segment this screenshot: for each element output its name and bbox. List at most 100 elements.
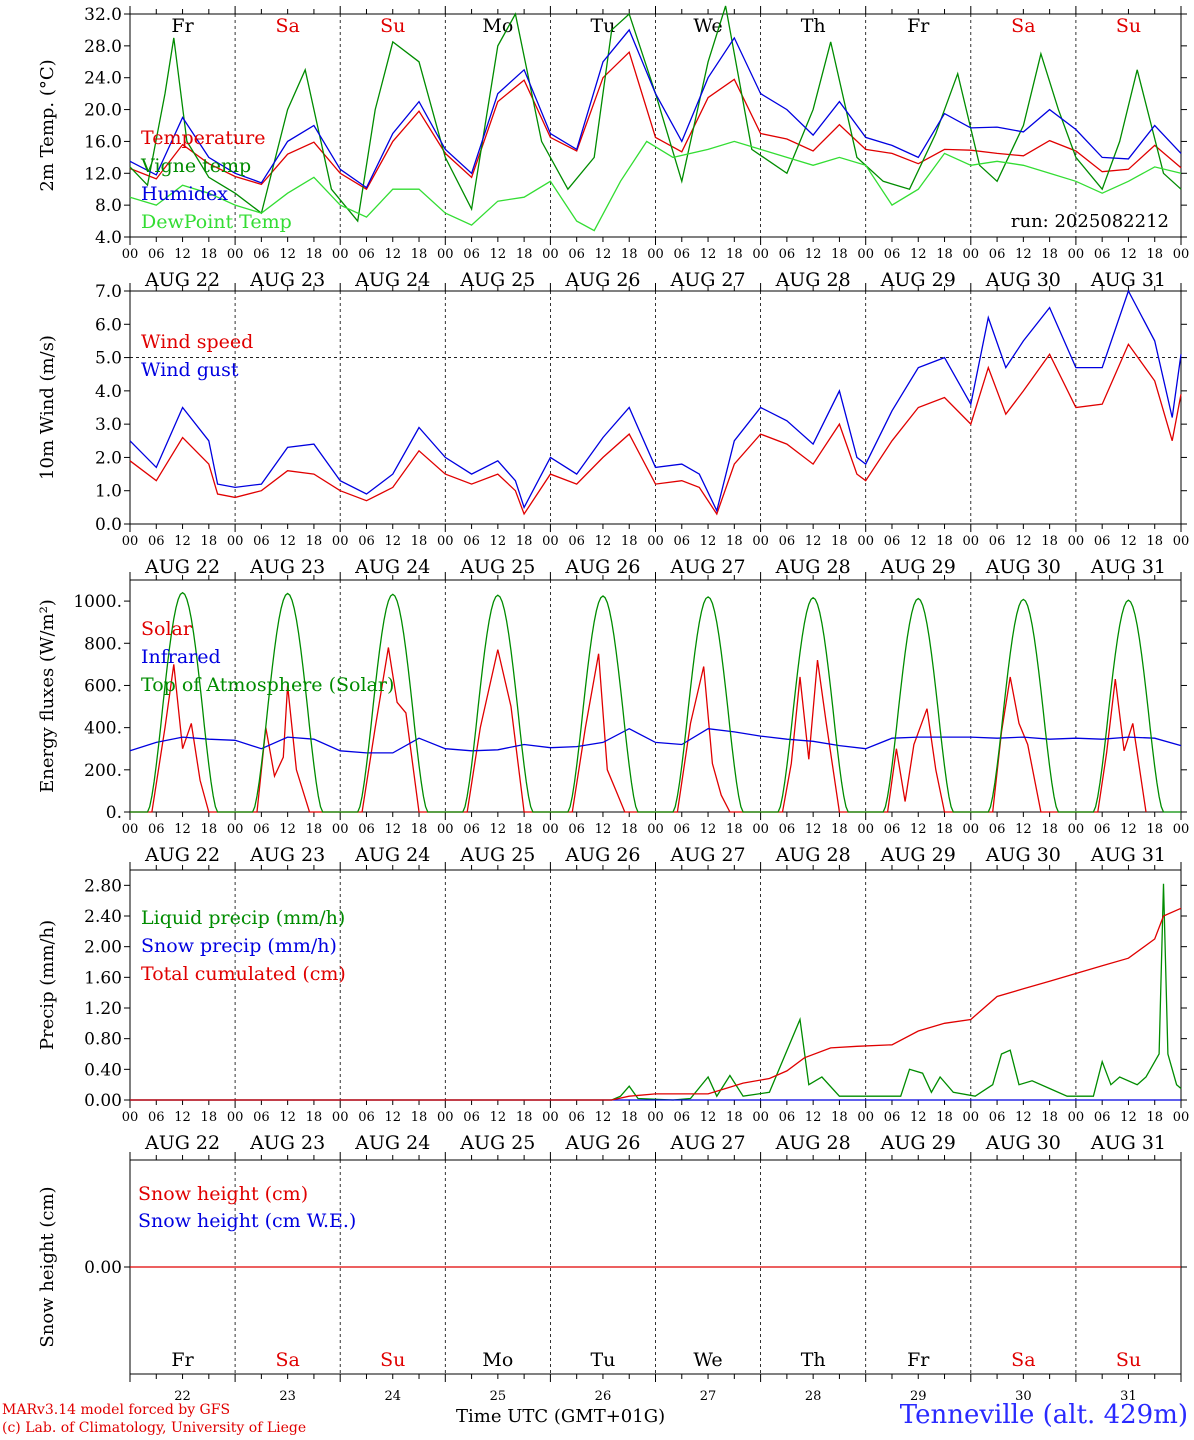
legend-entry: DewPoint Temp xyxy=(141,211,292,233)
x-hour-label: 12 xyxy=(174,247,191,262)
x-hour-label: 12 xyxy=(910,1110,927,1125)
x-date-label: AUG 26 xyxy=(564,844,640,866)
legend-entry: Wind gust xyxy=(141,359,239,381)
x-date-label: AUG 25 xyxy=(459,844,535,866)
x-day-number: 25 xyxy=(490,1389,507,1404)
y-tick-label: 200. xyxy=(84,761,122,781)
y-tick-label: 2.0 xyxy=(95,448,122,468)
x-hour-label: 12 xyxy=(595,247,612,262)
x-date-label: AUG 30 xyxy=(985,844,1061,866)
legend-entry: Snow height (cm) xyxy=(138,1183,308,1205)
x-hour-label: 06 xyxy=(148,822,165,837)
weekday-label: Tu xyxy=(590,15,615,37)
x-hour-label: 18 xyxy=(516,822,533,837)
x-hour-label: 00 xyxy=(437,1110,454,1125)
x-date-label: AUG 28 xyxy=(775,556,851,578)
x-hour-label: 00 xyxy=(857,1110,874,1125)
x-date-label: AUG 26 xyxy=(564,556,640,578)
x-hour-label: 00 xyxy=(647,1110,664,1125)
x-hour-label: 18 xyxy=(201,534,218,549)
x-hour-label: 12 xyxy=(1120,822,1137,837)
x-hour-label: 18 xyxy=(1146,534,1163,549)
x-hour-label: 06 xyxy=(148,1110,165,1125)
x-hour-label: 00 xyxy=(542,1110,559,1125)
credit-model: MARv3.14 model forced by GFS xyxy=(2,1402,231,1418)
x-hour-label: 00 xyxy=(1173,1110,1190,1125)
x-date-label: AUG 30 xyxy=(985,1132,1061,1154)
y-axis-label: Precip (mm/h) xyxy=(37,920,58,1050)
legend-entry: Temperature xyxy=(141,127,265,149)
y-tick-label: 2.00 xyxy=(84,938,122,958)
y-axis-label: Snow height (cm) xyxy=(37,1186,58,1347)
x-hour-label: 06 xyxy=(358,822,375,837)
x-hour-label: 06 xyxy=(989,247,1006,262)
x-hour-label: 18 xyxy=(1041,247,1058,262)
series-line-dewpoint-temp xyxy=(129,140,1182,232)
x-hour-label: 06 xyxy=(463,1110,480,1125)
x-hour-label: 12 xyxy=(1015,534,1032,549)
series-line-wind-gust xyxy=(129,289,1182,513)
x-date-label: AUG 28 xyxy=(775,844,851,866)
x-hour-label: 06 xyxy=(779,822,796,837)
x-hour-label: 06 xyxy=(253,822,270,837)
weekday-label: Fr xyxy=(171,15,194,37)
x-hour-label: 06 xyxy=(568,534,585,549)
y-axis-label: Energy fluxes (W/m²) xyxy=(37,599,58,793)
x-date-label: AUG 22 xyxy=(144,844,220,866)
x-hour-label: 00 xyxy=(963,822,980,837)
x-hour-label: 18 xyxy=(201,822,218,837)
x-hour-label: 18 xyxy=(831,822,848,837)
x-hour-label: 12 xyxy=(1120,534,1137,549)
y-tick-label: 4.0 xyxy=(95,382,122,402)
weekday-label: Sa xyxy=(1011,15,1035,37)
y-tick-label: 20.0 xyxy=(84,101,122,121)
legend-entry: Humidex xyxy=(141,183,228,205)
y-tick-label: 7.0 xyxy=(95,282,122,302)
legend-entry: Snow precip (mm/h) xyxy=(141,935,337,957)
legend-entry: Top of Atmosphere (Solar) xyxy=(141,674,394,696)
y-tick-label: 28.0 xyxy=(84,37,122,57)
x-hour-label: 12 xyxy=(595,534,612,549)
x-hour-label: 00 xyxy=(437,247,454,262)
weekday-label: Su xyxy=(380,1349,405,1371)
x-hour-label: 06 xyxy=(568,822,585,837)
x-hour-label: 06 xyxy=(253,247,270,262)
legend-entry: Liquid precip (mm/h) xyxy=(141,907,345,929)
y-tick-label: 12.0 xyxy=(84,164,122,184)
weekday-label: Tu xyxy=(590,1349,615,1371)
weekday-label: Sa xyxy=(1011,1349,1035,1371)
x-date-label: AUG 22 xyxy=(144,556,220,578)
x-day-number: 30 xyxy=(1015,1389,1032,1404)
y-axis-label: 2m Temp. (°C) xyxy=(37,59,58,191)
weekday-label: Th xyxy=(801,15,826,37)
x-hour-label: 00 xyxy=(752,247,769,262)
x-hour-label: 06 xyxy=(568,1110,585,1125)
x-date-label: AUG 30 xyxy=(985,269,1061,291)
x-hour-label: 06 xyxy=(884,822,901,837)
x-hour-label: 18 xyxy=(1146,247,1163,262)
x-day-number: 28 xyxy=(805,1389,822,1404)
x-hour-label: 18 xyxy=(831,534,848,549)
weekday-label: Th xyxy=(801,1349,826,1371)
x-hour-label: 06 xyxy=(674,534,691,549)
x-hour-label: 12 xyxy=(279,822,296,837)
weekday-label: Sa xyxy=(275,15,299,37)
x-hour-label: 00 xyxy=(332,534,349,549)
x-hour-label: 18 xyxy=(726,822,743,837)
x-hour-label: 00 xyxy=(963,1110,980,1125)
x-hour-label: 12 xyxy=(700,822,717,837)
x-hour-label: 12 xyxy=(910,247,927,262)
x-hour-label: 00 xyxy=(332,247,349,262)
x-hour-label: 18 xyxy=(411,247,428,262)
x-hour-label: 06 xyxy=(674,822,691,837)
x-hour-label: 18 xyxy=(936,534,953,549)
x-hour-label: 18 xyxy=(621,822,638,837)
x-hour-label: 18 xyxy=(726,247,743,262)
x-hour-label: 12 xyxy=(384,822,401,837)
x-day-number: 24 xyxy=(384,1389,401,1404)
x-hour-label: 00 xyxy=(542,822,559,837)
x-hour-label: 12 xyxy=(700,247,717,262)
x-hour-label: 18 xyxy=(936,822,953,837)
y-tick-label: 0.40 xyxy=(84,1060,122,1080)
series-line-top-of-atmosphere-solar- xyxy=(130,591,1181,813)
